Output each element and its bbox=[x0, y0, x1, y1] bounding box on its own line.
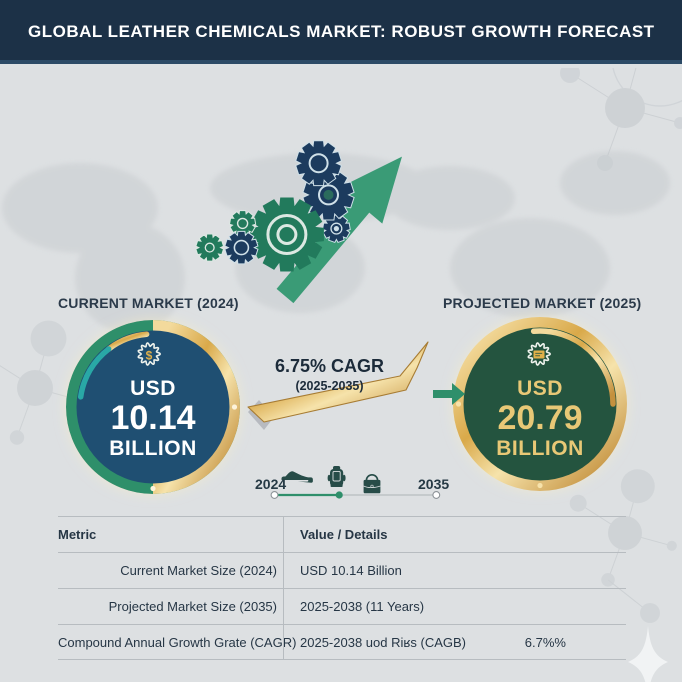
svg-text:$: $ bbox=[146, 349, 153, 363]
